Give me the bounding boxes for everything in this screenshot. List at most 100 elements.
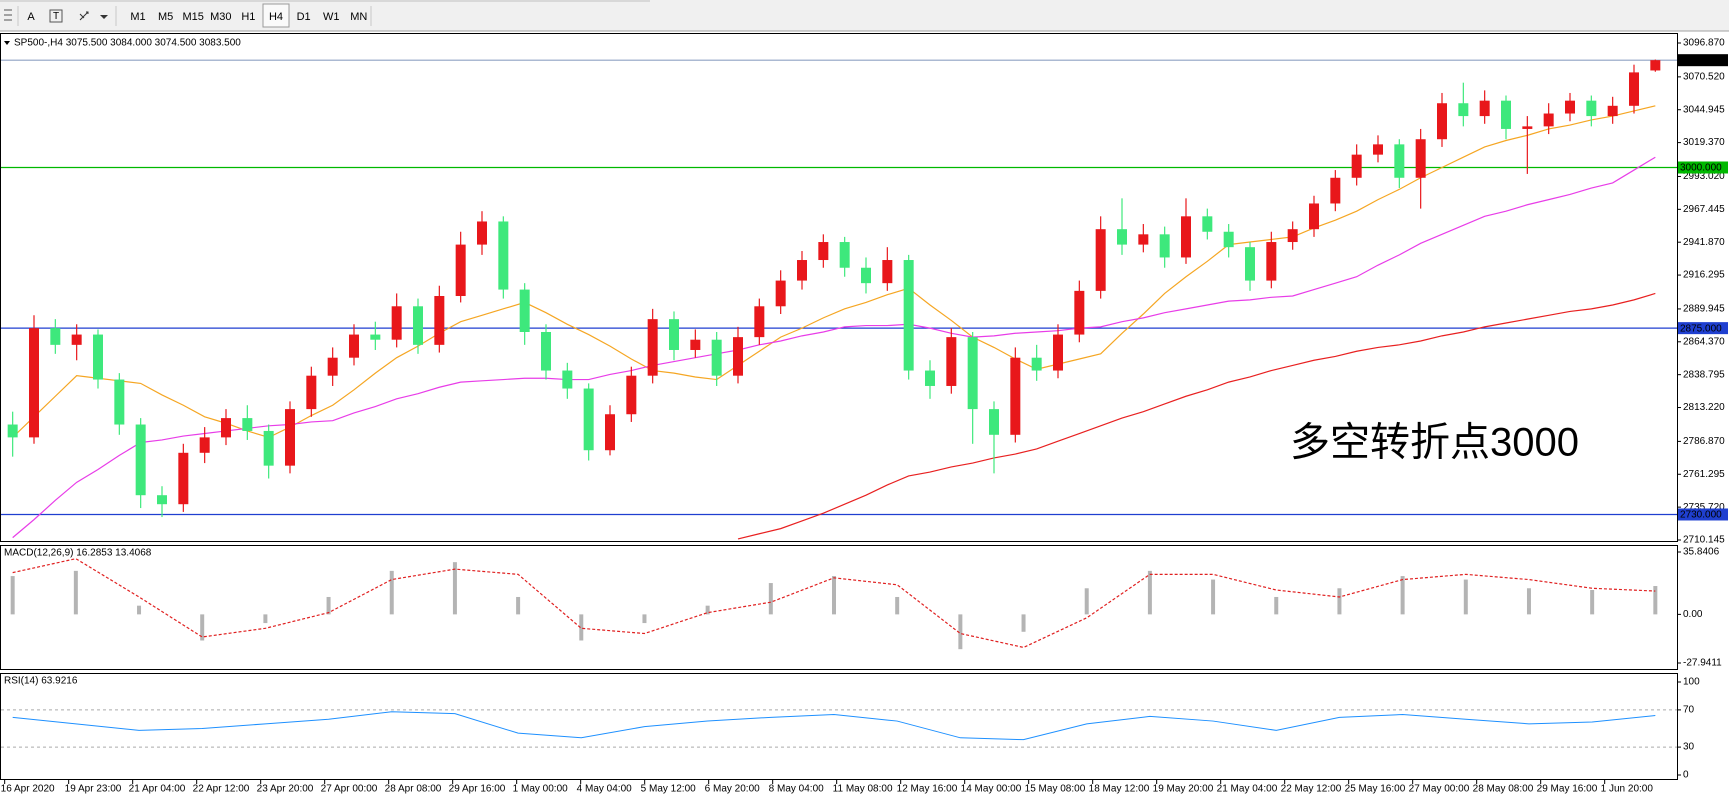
x-tick-label: 5 May 12:00 (641, 784, 696, 795)
candle-body (1031, 357, 1042, 371)
chart-header: SP500-,H4 3075.500 3084.000 3074.500 308… (14, 38, 241, 49)
timeframe-button[interactable]: D1 (297, 11, 311, 23)
candle-body (93, 334, 103, 380)
candle-body (711, 339, 722, 376)
candle-body (477, 221, 487, 245)
candle-body (519, 289, 530, 332)
candle-body (71, 334, 82, 345)
dropdown-arrow[interactable] (4, 41, 10, 45)
macd-bar (1590, 590, 1595, 615)
candle-body (29, 328, 39, 438)
candle-body (1501, 100, 1511, 129)
candle-body (199, 437, 210, 453)
macd-bar (389, 570, 394, 615)
candle-body (925, 370, 935, 386)
x-tick-label: 8 May 04:00 (769, 784, 824, 795)
candle-body (135, 424, 146, 496)
candle-body (306, 375, 317, 410)
candle-body (1629, 72, 1639, 106)
toolbar-edge (0, 0, 650, 2)
tool-label[interactable]: A (27, 11, 35, 23)
x-tick-label: 21 Apr 04:00 (129, 784, 186, 795)
crosshair-icon[interactable] (4, 9, 12, 21)
macd-bar (1463, 579, 1468, 615)
candle-body (221, 418, 231, 438)
level-label: 2875.000 (1680, 323, 1722, 334)
timeframe-button[interactable]: MN (350, 11, 367, 23)
candle-body (1223, 231, 1234, 248)
macd-panel (0, 545, 1678, 670)
candle-body (1586, 100, 1597, 117)
timeframe-button[interactable]: M15 (182, 11, 203, 23)
macd-bar (137, 605, 142, 615)
svg-text:T: T (53, 11, 59, 22)
candle-body (263, 430, 274, 466)
y-tick-label: 2916.295 (1683, 270, 1725, 281)
level-label: 2730.000 (1680, 510, 1722, 521)
x-tick-label: 23 Apr 20:00 (257, 784, 314, 795)
macd-bar (768, 583, 773, 615)
timeframe-button[interactable]: W1 (323, 11, 340, 23)
candle-body (1309, 203, 1319, 230)
candle-body (1138, 234, 1149, 245)
candle-body (157, 495, 167, 505)
timeframe-button[interactable]: H4 (269, 11, 283, 23)
macd-bar (326, 596, 331, 615)
x-tick-label: 15 May 08:00 (1025, 784, 1086, 795)
candle-body (583, 388, 594, 451)
rsi-line (12, 711, 1656, 741)
timeframe-button[interactable]: M5 (158, 11, 173, 23)
candle-body (946, 337, 957, 386)
level-label-box (1678, 322, 1728, 335)
y-tick-label: 2993.020 (1683, 171, 1725, 182)
candle-body (1543, 113, 1554, 127)
x-tick-label: 22 Apr 12:00 (193, 784, 250, 795)
macd-bar (705, 605, 710, 615)
macd-bar (958, 614, 963, 650)
text-icon[interactable]: T (49, 9, 63, 23)
level-label: 3000.000 (1680, 163, 1722, 174)
candle-body (434, 296, 445, 345)
macd-bar (642, 614, 647, 624)
y-tick-label: 3044.945 (1683, 104, 1725, 115)
level-label-box (1678, 508, 1728, 521)
candle-body (690, 339, 701, 350)
x-tick-label: 21 May 04:00 (1217, 784, 1278, 795)
y-tick-label: 3096.870 (1683, 38, 1725, 49)
candle-body (754, 306, 765, 338)
y-tick-label: 2864.370 (1683, 336, 1725, 347)
x-tick-label: 22 May 12:00 (1281, 784, 1342, 795)
x-tick-label: 28 May 08:00 (1473, 784, 1534, 795)
timeframe-button[interactable]: M30 (210, 11, 231, 23)
x-tick-label: 1 May 00:00 (513, 784, 568, 795)
arrows-icon[interactable] (79, 11, 108, 21)
candle-body (882, 260, 893, 284)
candle-body (1351, 154, 1362, 178)
candle-body (1266, 242, 1277, 281)
y-tick-label: 2761.295 (1683, 469, 1725, 480)
macd-bar (1337, 588, 1342, 615)
timeframe-button[interactable]: H1 (241, 11, 255, 23)
candle-body (178, 452, 189, 505)
y-tick-label: 2941.870 (1683, 237, 1725, 248)
candle-body (541, 331, 551, 371)
candle-body (1650, 60, 1661, 71)
x-tick-label: 19 May 20:00 (1153, 784, 1214, 795)
candle-body (903, 260, 914, 371)
y-tick-label: 100 (1683, 677, 1700, 688)
y-tick-label: 2889.945 (1683, 304, 1725, 315)
y-tick-label: 2967.445 (1683, 204, 1725, 215)
y-tick-label: 0 (1683, 770, 1689, 781)
x-tick-label: 25 May 16:00 (1345, 784, 1406, 795)
y-tick-label: 3070.520 (1683, 72, 1725, 83)
level-label-box (1678, 161, 1728, 174)
candle-body (1522, 126, 1533, 129)
candle-body (562, 370, 573, 389)
candle-body (413, 306, 423, 345)
timeframe-button[interactable]: M1 (130, 11, 145, 23)
y-tick-label: -27.9411 (1683, 658, 1722, 669)
x-tick-label: 29 Apr 16:00 (449, 784, 506, 795)
rsi-title: RSI(14) 63.9216 (4, 676, 78, 687)
x-tick-label: 4 May 04:00 (577, 784, 632, 795)
candle-body (1245, 247, 1255, 281)
